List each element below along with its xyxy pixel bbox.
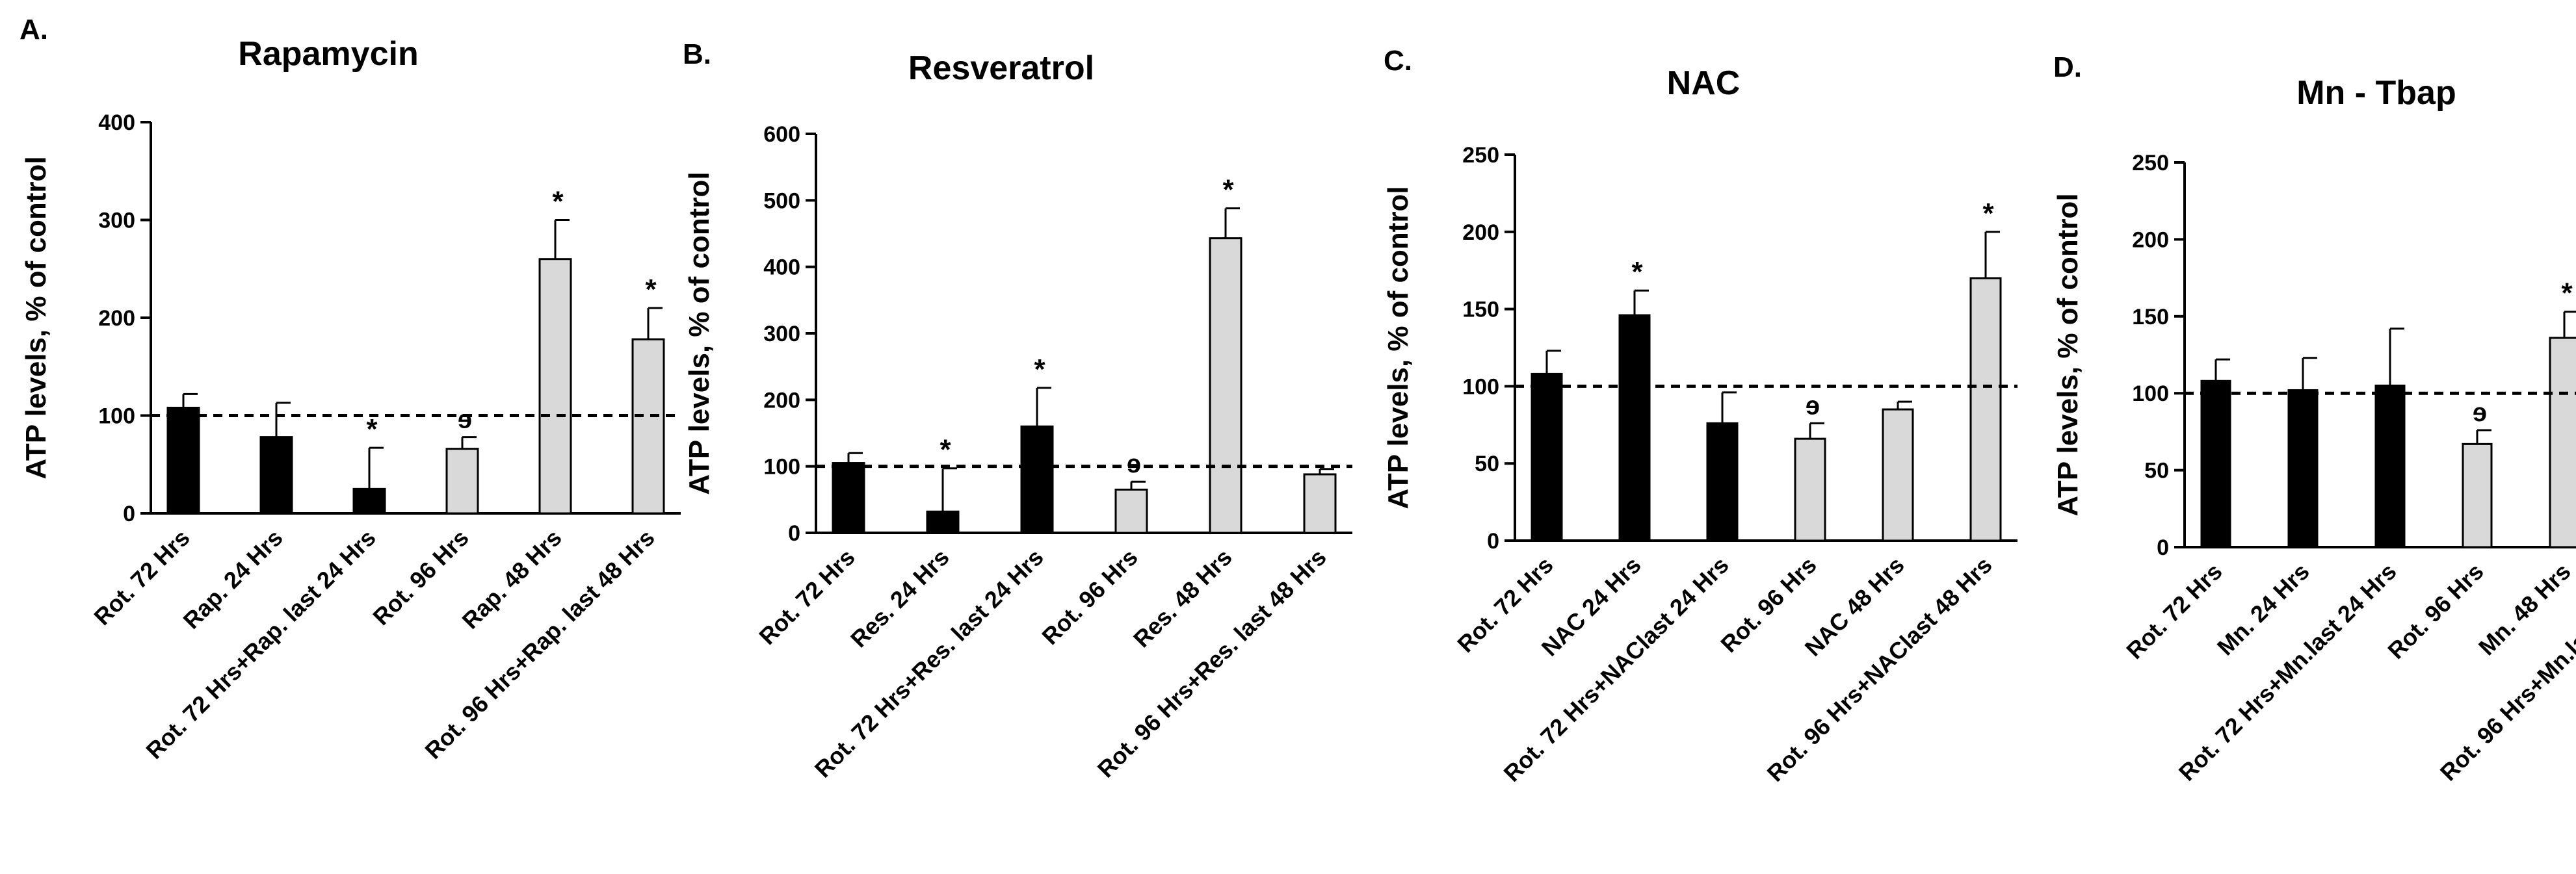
bar (2374, 384, 2406, 548)
y-tick-label: 200 (98, 306, 135, 331)
y-tick-label: 0 (1487, 529, 1499, 554)
y-tick-label: 0 (123, 502, 135, 526)
significance-star: * (1631, 256, 1643, 288)
y-tick-label: 400 (763, 255, 800, 280)
panel-letter: A. (20, 14, 48, 45)
y-tick-label: 100 (98, 404, 135, 429)
bar (1020, 425, 1054, 534)
significance-star: * (940, 434, 951, 466)
bar (1969, 277, 2002, 542)
panel-1: A. Rapamycin ATP levels, % of control 0 100 2… (20, 14, 681, 764)
panel-4: D. Mn - Tbap ATP levels, % of control 0 50 10… (2052, 51, 2576, 786)
significance-star: * (1222, 174, 1234, 206)
bar (1531, 372, 1563, 542)
x-tick-label: Rot. 72 Hrs (754, 544, 860, 650)
bar (259, 436, 293, 515)
bar (1794, 437, 1826, 542)
y-tick-label: 500 (763, 188, 800, 213)
bar (2287, 389, 2319, 548)
y-tick-label: 300 (98, 209, 135, 233)
bar (926, 510, 960, 534)
panel-letter: B. (683, 38, 711, 70)
bar (1209, 237, 1242, 534)
y-tick-label: 250 (1462, 143, 1499, 168)
y-tick-label: 50 (2144, 459, 2169, 483)
significance-symbol: ɘ (458, 405, 472, 434)
significance-symbol: ɘ (1806, 391, 1820, 420)
y-axis-label: ATP levels, % of control (20, 156, 52, 479)
significance-star: * (552, 186, 564, 218)
chart-title: Rapamycin (238, 35, 418, 73)
y-tick-label: 400 (98, 110, 135, 135)
bar (2549, 337, 2576, 548)
bar (631, 338, 665, 515)
bar (2200, 379, 2231, 548)
panel-3: C. NAC ATP levels, % of control 0 50 100 150 20… (1382, 45, 2017, 787)
y-tick-label: 150 (2132, 305, 2169, 329)
bar (1303, 473, 1337, 534)
y-tick-label: 250 (2132, 151, 2169, 175)
significance-symbol: ɘ (2473, 398, 2487, 427)
chart-title: Resveratrol (908, 49, 1094, 87)
bar (1618, 314, 1651, 542)
x-tick-label: Rot. 96 Hrs (1036, 544, 1142, 650)
y-tick-label: 100 (763, 455, 800, 480)
significance-star: * (366, 413, 378, 445)
y-tick-label: 200 (1462, 220, 1499, 245)
significance-star: * (2561, 277, 2573, 309)
bar (1706, 422, 1739, 542)
y-tick-label: 100 (2132, 381, 2169, 406)
chart-title: NAC (1667, 64, 1741, 102)
panel-2: B. Resveratrol ATP levels, % of control 0 10… (683, 38, 1352, 783)
bar (445, 448, 479, 515)
significance-star: * (645, 274, 657, 305)
panel-letter: C. (1384, 45, 1412, 77)
bar (166, 406, 200, 515)
bar (538, 258, 572, 515)
bar (352, 487, 386, 515)
y-tick-label: 200 (763, 388, 800, 413)
bar (2462, 443, 2493, 548)
y-tick-label: 0 (788, 521, 800, 546)
y-tick-label: 300 (763, 322, 800, 346)
bar (1882, 408, 1914, 542)
panel-letter: D. (2053, 51, 2082, 83)
bar (1114, 488, 1148, 534)
y-tick-label: 0 (2157, 535, 2169, 560)
y-tick-label: 200 (2132, 227, 2169, 252)
significance-symbol: ɘ (1127, 450, 1141, 478)
chart-title: Mn - Tbap (2296, 74, 2456, 112)
y-tick-label: 100 (1462, 374, 1499, 399)
bar (832, 462, 865, 534)
y-axis-label: ATP levels, % of control (2052, 193, 2084, 516)
y-tick-label: 50 (1475, 452, 1499, 476)
x-tick-label: Rot. 72 Hrs (2121, 558, 2227, 664)
y-axis-label: ATP levels, % of control (683, 172, 715, 495)
y-tick-label: 150 (1462, 298, 1499, 322)
significance-star: * (1034, 353, 1045, 385)
y-tick-label: 600 (763, 122, 800, 147)
significance-star: * (1982, 198, 1994, 229)
y-axis-label: ATP levels, % of control (1382, 186, 1414, 509)
